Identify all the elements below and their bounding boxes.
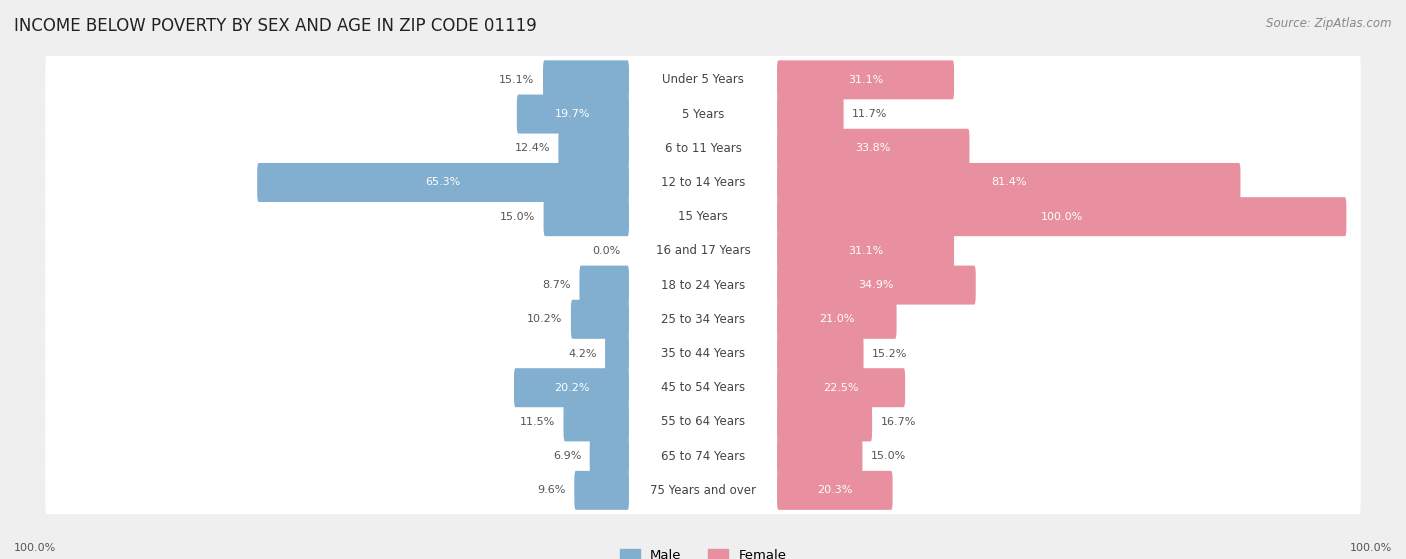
FancyBboxPatch shape [257,163,628,202]
Text: 20.2%: 20.2% [554,383,589,393]
Text: 16.7%: 16.7% [880,417,917,427]
FancyBboxPatch shape [45,255,1361,315]
FancyBboxPatch shape [589,437,628,476]
FancyBboxPatch shape [45,221,1361,281]
Text: 15.0%: 15.0% [870,451,907,461]
FancyBboxPatch shape [45,187,1361,247]
Text: 65 to 74 Years: 65 to 74 Years [661,449,745,463]
FancyBboxPatch shape [778,300,897,339]
FancyBboxPatch shape [778,334,863,373]
Text: 100.0%: 100.0% [14,543,56,553]
FancyBboxPatch shape [571,300,628,339]
Text: 21.0%: 21.0% [820,314,855,324]
FancyBboxPatch shape [778,368,905,407]
FancyBboxPatch shape [558,129,628,168]
Text: 15 Years: 15 Years [678,210,728,223]
Text: 10.2%: 10.2% [527,314,562,324]
FancyBboxPatch shape [45,118,1361,178]
Text: 12 to 14 Years: 12 to 14 Years [661,176,745,189]
Text: 6 to 11 Years: 6 to 11 Years [665,142,741,155]
Text: 100.0%: 100.0% [1350,543,1392,553]
Text: 81.4%: 81.4% [991,177,1026,187]
FancyBboxPatch shape [605,334,628,373]
FancyBboxPatch shape [515,368,628,407]
Text: 45 to 54 Years: 45 to 54 Years [661,381,745,394]
FancyBboxPatch shape [45,324,1361,383]
Text: 35 to 44 Years: 35 to 44 Years [661,347,745,360]
Text: 11.7%: 11.7% [852,109,887,119]
Text: 0.0%: 0.0% [592,246,620,256]
FancyBboxPatch shape [778,402,872,442]
FancyBboxPatch shape [579,266,628,305]
Text: Source: ZipAtlas.com: Source: ZipAtlas.com [1267,17,1392,30]
FancyBboxPatch shape [45,153,1361,212]
FancyBboxPatch shape [543,60,628,100]
Legend: Male, Female: Male, Female [614,543,792,559]
FancyBboxPatch shape [778,471,893,510]
Text: 25 to 34 Years: 25 to 34 Years [661,313,745,326]
Text: 18 to 24 Years: 18 to 24 Years [661,278,745,292]
Text: 8.7%: 8.7% [543,280,571,290]
Text: 75 Years and over: 75 Years and over [650,484,756,497]
FancyBboxPatch shape [778,163,1240,202]
Text: 15.1%: 15.1% [499,75,534,85]
FancyBboxPatch shape [778,197,1347,236]
FancyBboxPatch shape [517,94,628,134]
FancyBboxPatch shape [778,231,955,271]
FancyBboxPatch shape [45,84,1361,144]
FancyBboxPatch shape [564,402,628,442]
Text: 12.4%: 12.4% [515,143,550,153]
Text: 11.5%: 11.5% [520,417,555,427]
Text: 33.8%: 33.8% [856,143,891,153]
FancyBboxPatch shape [45,358,1361,418]
Text: 5 Years: 5 Years [682,107,724,121]
Text: 4.2%: 4.2% [568,348,596,358]
FancyBboxPatch shape [778,437,862,476]
Text: 31.1%: 31.1% [848,75,883,85]
Text: 16 and 17 Years: 16 and 17 Years [655,244,751,257]
FancyBboxPatch shape [45,460,1361,520]
Text: 34.9%: 34.9% [859,280,894,290]
Text: 31.1%: 31.1% [848,246,883,256]
Text: INCOME BELOW POVERTY BY SEX AND AGE IN ZIP CODE 01119: INCOME BELOW POVERTY BY SEX AND AGE IN Z… [14,17,537,35]
Text: 15.0%: 15.0% [499,212,536,222]
FancyBboxPatch shape [778,60,955,100]
FancyBboxPatch shape [45,392,1361,452]
FancyBboxPatch shape [45,426,1361,486]
Text: 9.6%: 9.6% [537,485,565,495]
Text: 19.7%: 19.7% [555,109,591,119]
Text: 65.3%: 65.3% [426,177,461,187]
FancyBboxPatch shape [778,266,976,305]
Text: 15.2%: 15.2% [872,348,907,358]
FancyBboxPatch shape [778,129,970,168]
FancyBboxPatch shape [574,471,628,510]
FancyBboxPatch shape [778,94,844,134]
Text: Under 5 Years: Under 5 Years [662,73,744,86]
Text: 100.0%: 100.0% [1040,212,1083,222]
Text: 6.9%: 6.9% [553,451,581,461]
Text: 22.5%: 22.5% [824,383,859,393]
Text: 20.3%: 20.3% [817,485,852,495]
FancyBboxPatch shape [45,50,1361,110]
FancyBboxPatch shape [544,197,628,236]
Text: 55 to 64 Years: 55 to 64 Years [661,415,745,428]
FancyBboxPatch shape [45,289,1361,349]
